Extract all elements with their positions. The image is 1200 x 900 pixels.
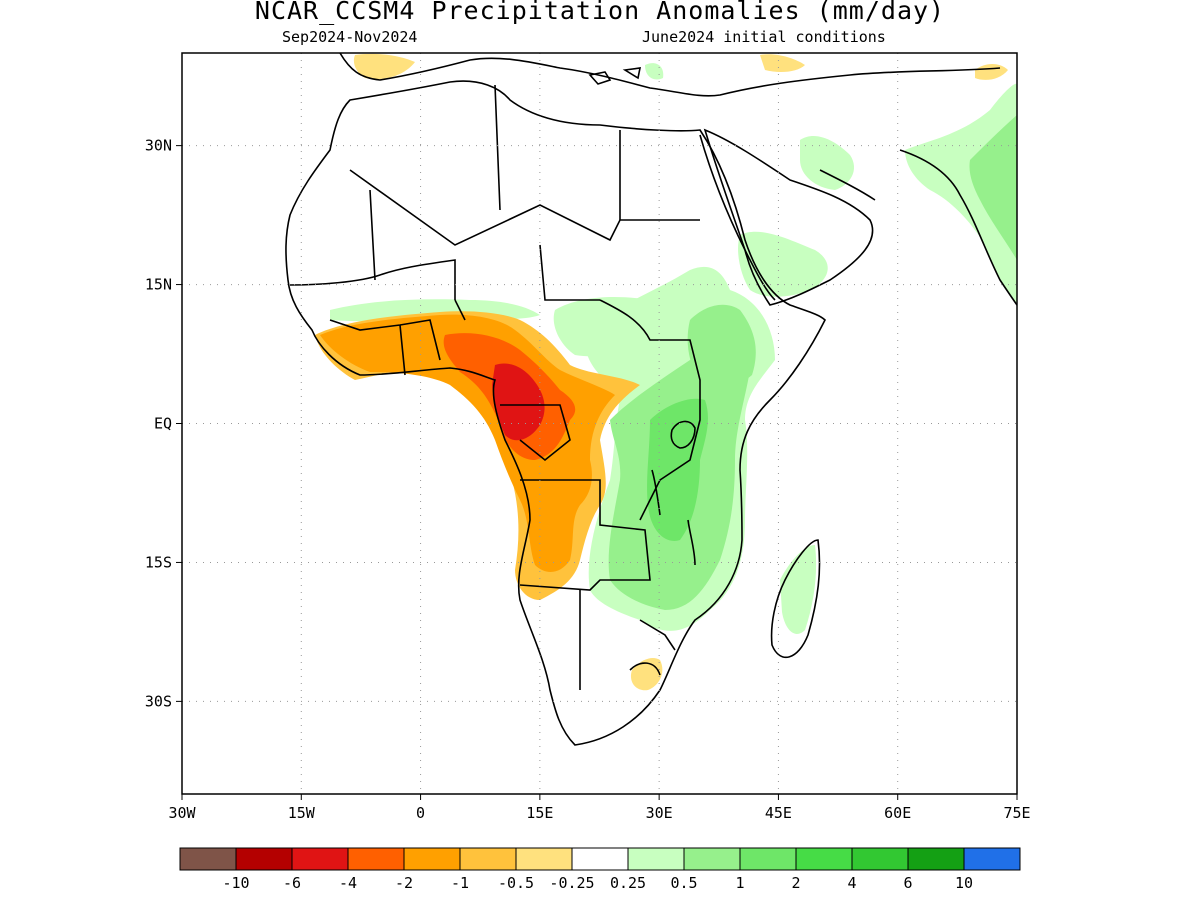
color-legend-swatch [627,847,685,871]
color-legend-swatch [795,847,853,871]
color-legend-label: -6 [283,874,301,892]
x-tick-label: 0 [416,804,425,822]
madagascar-coastline [770,539,821,659]
color-legend-label: -1 [451,874,469,892]
color-legend-label: -4 [339,874,357,892]
color-legend-swatch [739,847,797,871]
anomaly-india-light [905,83,1017,305]
border-southern-africa [579,590,676,690]
persian-gulf [819,169,876,201]
anomaly-sudan-light [553,297,670,357]
color-legend-labels: -10 -6 -4 -2 -1 -0.5 -0.25 0.25 0.5 1 2 4 6 10 [222,874,973,892]
border-east-africa [599,299,701,521]
plot-area [182,53,1017,794]
color-legend-swatch [515,847,573,871]
lake-victoria [670,420,696,449]
x-tick-label: 75E [1003,804,1030,822]
coastlines-and-borders [285,53,1017,746]
color-legend-label: 0.5 [670,874,697,892]
anomaly-shading [315,53,1017,691]
color-legend-label: 2 [791,874,800,892]
color-legend [179,847,1021,871]
color-legend-label: 10 [955,874,973,892]
color-legend-label: -2 [395,874,413,892]
anomaly-morocco-light [353,53,415,80]
anomaly-india-mid [969,115,1017,260]
color-legend-label: -10 [222,874,249,892]
color-legend-label: -0.5 [498,874,534,892]
mediterranean-islands [588,67,642,85]
color-legend-swatch [683,847,741,871]
lake-malawi [687,519,696,566]
color-legend-swatch [907,847,965,871]
anomaly-madagascar-light [780,545,817,634]
x-tick-label: 15W [288,804,316,822]
y-tick-label: EQ [154,415,172,433]
anomaly-ethiopia-mid [687,304,756,388]
x-tick-label: 30W [168,804,196,822]
border-west-africa [329,299,466,376]
color-legend-swatch [403,847,461,871]
y-tick-label: 15N [145,276,172,294]
border-north-africa [369,84,621,281]
border-sahara [349,169,700,246]
europe-coastline [339,53,1001,97]
color-legend-label: -0.25 [549,874,594,892]
border-central-africa [500,404,651,591]
color-legend-swatch [963,847,1021,871]
color-legend-label: 0.25 [610,874,646,892]
x-axis: 30W 15W 0 15E 30E 45E 60E 75E [168,794,1031,822]
border-sahel [289,244,600,301]
initial-conditions-subtitle: June2024 initial conditions [642,28,886,46]
africa-coastline [285,80,826,746]
x-tick-label: 15E [526,804,553,822]
chart-title: NCAR_CCSM4 Precipitation Anomalies (mm/d… [254,0,946,25]
color-legend-label: 1 [735,874,744,892]
lake-tanganyika [651,469,661,516]
anomaly-turkey-light [760,54,805,73]
anomaly-middle-east-light [800,135,855,190]
anomaly-east-africa-strong [647,398,708,541]
color-legend-swatch [571,847,629,871]
color-legend-swatch [179,847,237,871]
season-subtitle: Sep2024-Nov2024 [282,28,418,46]
y-tick-label: 15S [145,553,172,571]
arabia-coastline [703,128,874,306]
color-legend-swatch [291,847,349,871]
y-tick-label: 30S [145,692,172,710]
color-legend-label: 6 [903,874,912,892]
india-coastline [899,149,1017,306]
x-tick-label: 45E [765,804,792,822]
anomaly-congo-strong [492,363,545,441]
color-legend-swatch [851,847,909,871]
y-tick-label: 30N [145,137,172,155]
color-legend-swatch [459,847,517,871]
x-tick-label: 60E [884,804,911,822]
x-tick-label: 30E [646,804,673,822]
color-legend-swatch [347,847,405,871]
y-axis: 30N 15N EQ 15S 30S [145,137,182,710]
color-legend-swatch [235,847,293,871]
color-legend-label: 4 [847,874,856,892]
